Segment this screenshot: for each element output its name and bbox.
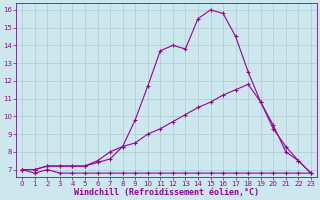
X-axis label: Windchill (Refroidissement éolien,°C): Windchill (Refroidissement éolien,°C) (74, 188, 259, 197)
